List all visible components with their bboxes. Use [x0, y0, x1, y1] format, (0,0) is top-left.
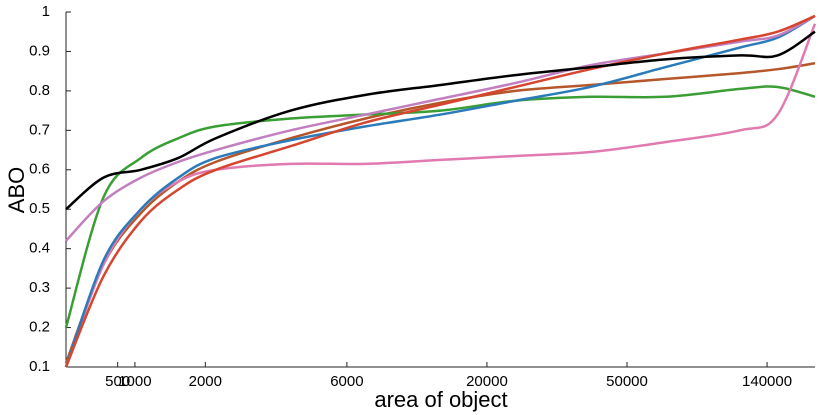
x-tick-label: 1000 [118, 373, 151, 390]
series-line [64, 14, 816, 368]
x-tick-label: 500 [105, 373, 130, 390]
y-tick-label: 1 [42, 3, 50, 20]
y-tick-label: 0.1 [29, 358, 50, 375]
series-line [64, 62, 816, 364]
y-tick-label: 0.7 [29, 121, 50, 138]
y-axis-title: ABO [4, 167, 29, 213]
series-line [64, 85, 816, 328]
x-tick-label: 6000 [330, 373, 363, 390]
x-tick-label: 20000 [466, 373, 508, 390]
y-tick-label: 0.4 [29, 240, 50, 257]
x-tick-label: 140000 [742, 373, 792, 390]
x-axis-title: area of object [374, 387, 507, 412]
y-tick-label: 0.6 [29, 161, 50, 178]
series-line [65, 30, 816, 211]
y-tick-label: 0.2 [29, 319, 50, 336]
y-tick-label: 0.3 [29, 279, 50, 296]
x-tick-label: 2000 [189, 373, 222, 390]
y-tick-label: 0.9 [29, 42, 50, 59]
y-tick-label: 0.5 [29, 200, 50, 217]
x-tick-label: 50000 [606, 373, 648, 390]
y-tick-label: 0.8 [29, 82, 50, 99]
series-line [64, 14, 816, 368]
series-line [65, 14, 816, 242]
